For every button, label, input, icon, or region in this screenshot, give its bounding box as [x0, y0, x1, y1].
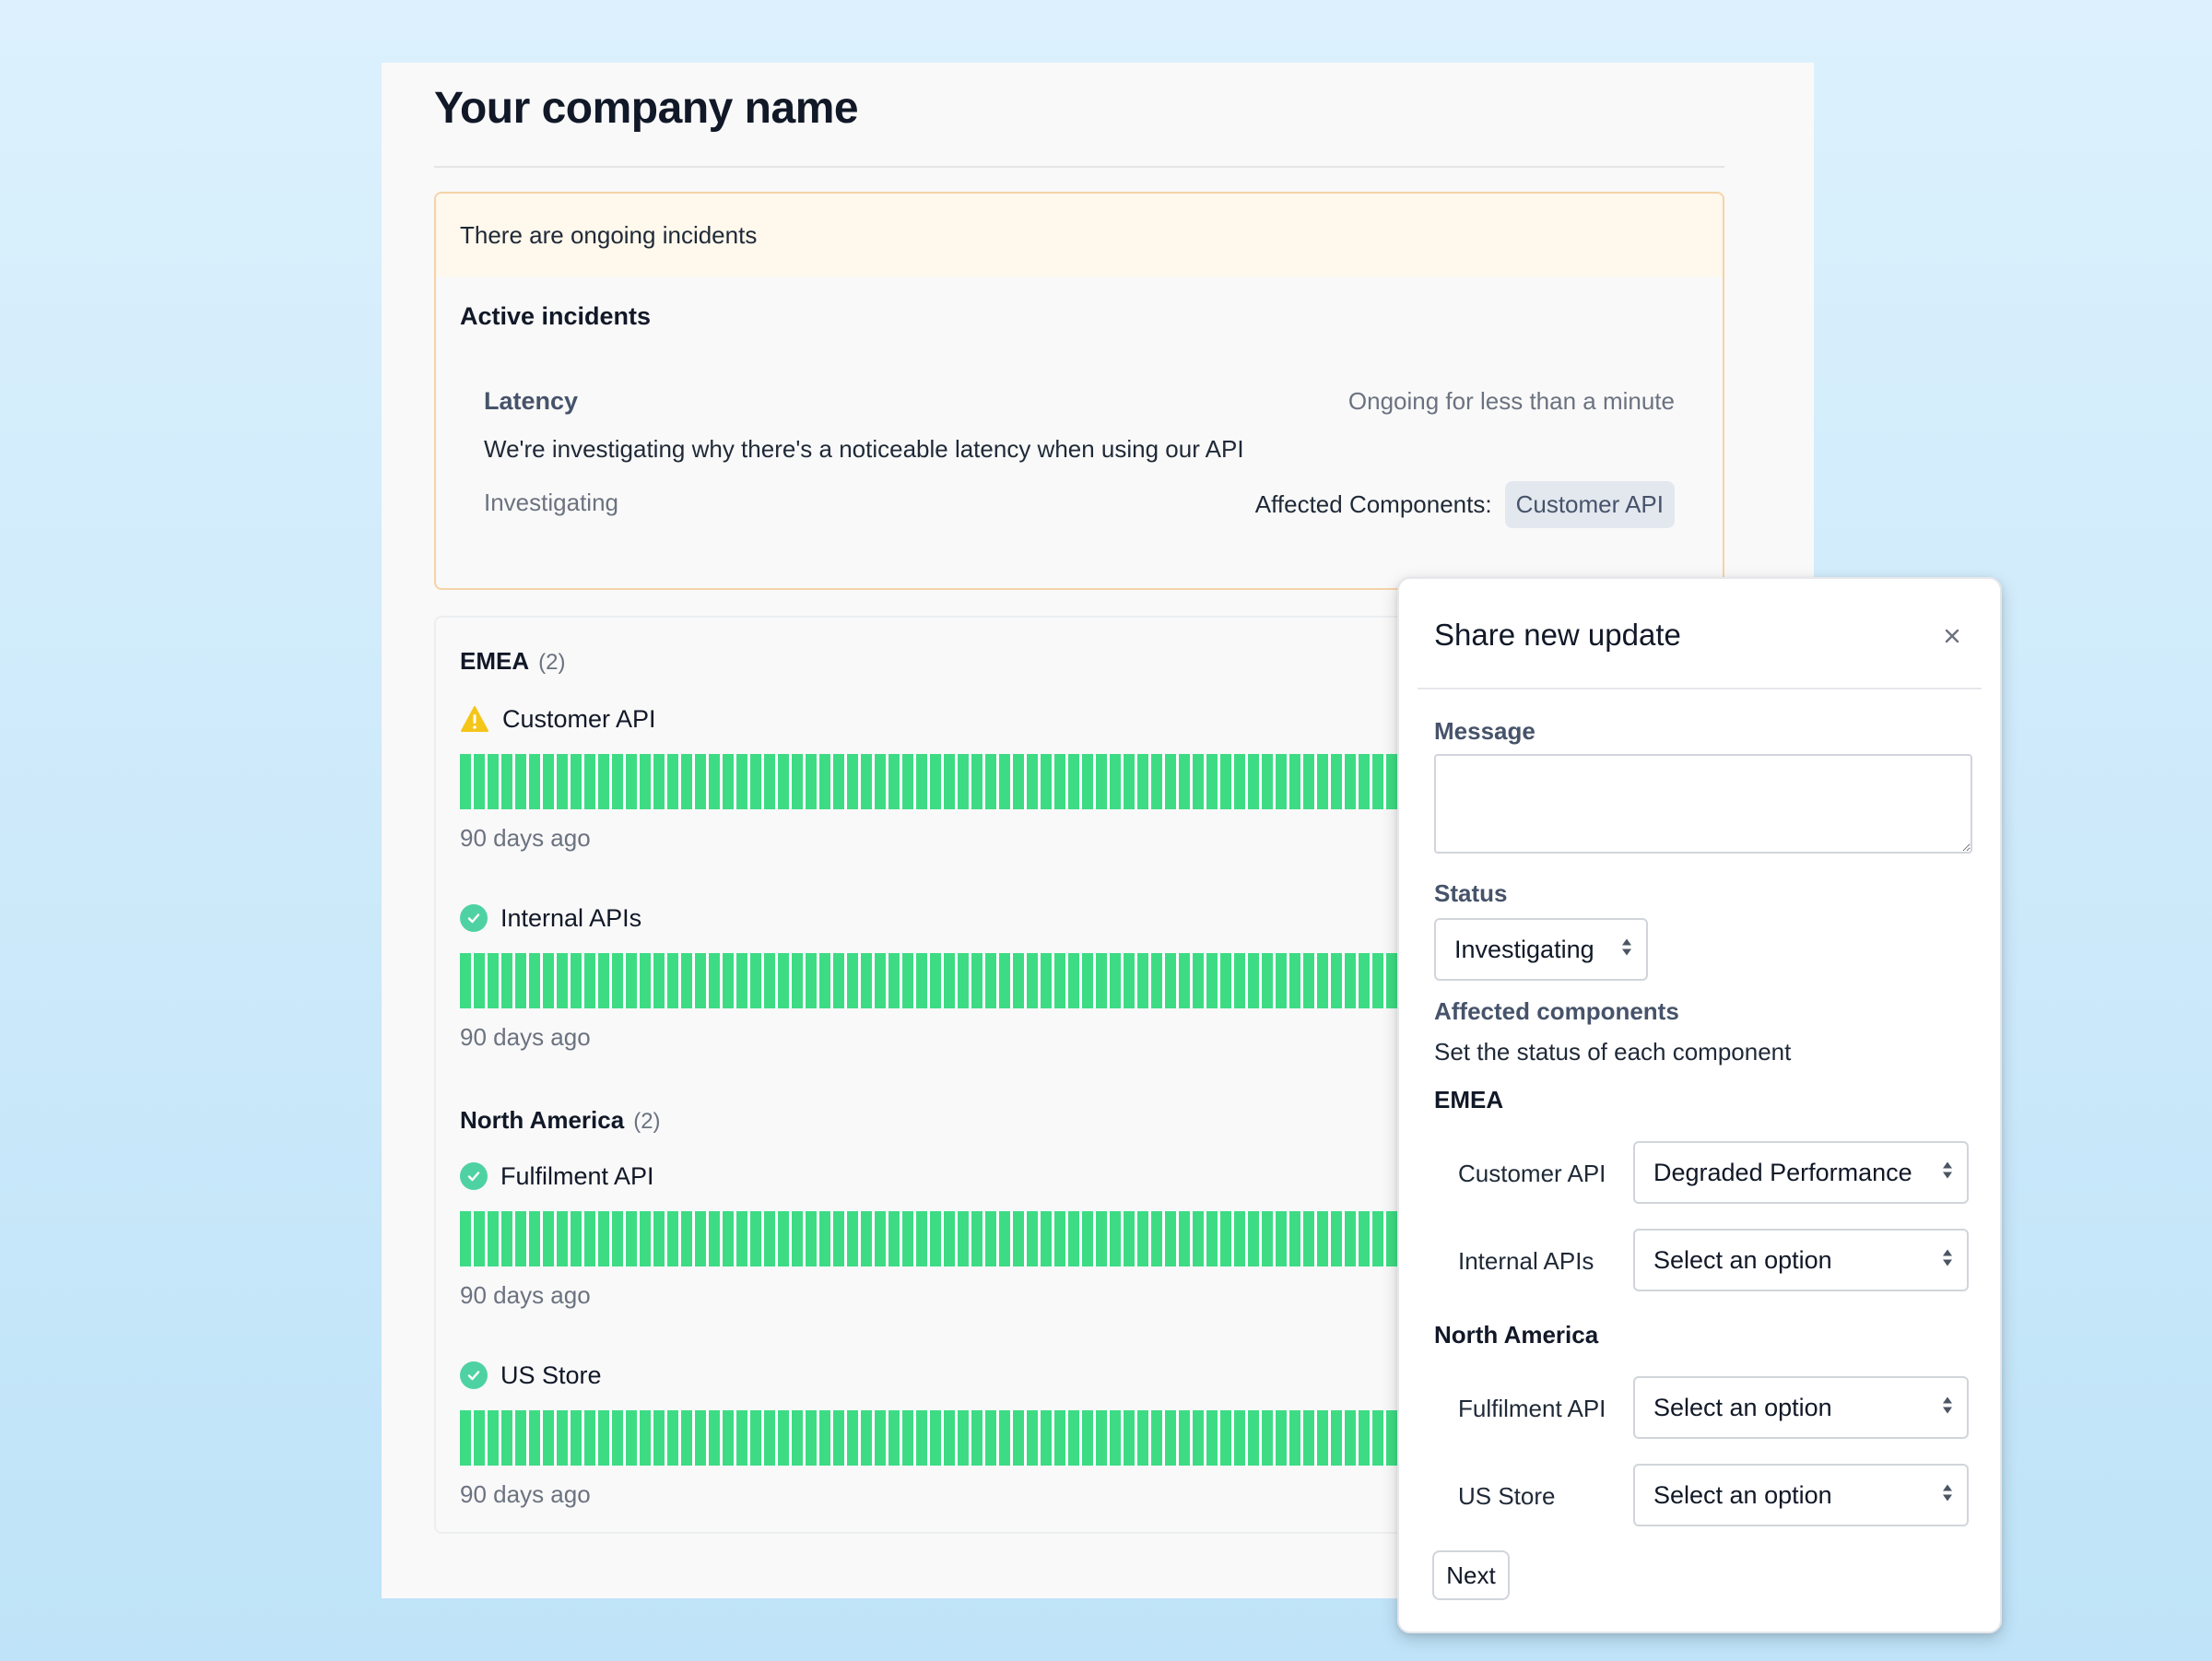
incident-affected-components: Affected Components: Customer API: [1255, 481, 1675, 528]
incident-description: We're investigating why there's a notice…: [484, 435, 1244, 463]
incident-name[interactable]: Latency: [484, 387, 579, 415]
component-name: Fulfilment API: [500, 1161, 654, 1190]
check-circle-icon: [460, 1162, 488, 1190]
history-start-label: 90 days ago: [460, 1281, 591, 1309]
component-name: US Store: [500, 1361, 602, 1389]
select-arrows-icon: [1941, 1159, 1954, 1187]
share-update-modal: Share new update Message Status Investig…: [1397, 577, 2002, 1633]
title-divider: [434, 166, 1724, 168]
component-name: Internal APIs: [500, 903, 642, 932]
warning-icon: [460, 705, 489, 733]
affected-components-help: Set the status of each component: [1434, 1038, 1792, 1066]
select-arrows-icon: [1941, 1481, 1954, 1510]
component-label: Customer API: [1458, 1160, 1606, 1187]
component-status-select-customer-api[interactable]: Degraded Performance: [1633, 1141, 1969, 1204]
component-status-select-us-store[interactable]: Select an option: [1633, 1464, 1969, 1526]
select-arrows-icon: [1941, 1394, 1954, 1422]
check-circle-icon: [460, 904, 488, 932]
status-label: Status: [1434, 879, 1508, 907]
active-incidents-title: Active incidents: [460, 302, 652, 330]
page-title: Your company name: [434, 84, 859, 133]
message-field[interactable]: [1434, 754, 1972, 854]
close-icon[interactable]: [1941, 625, 1963, 647]
select-value: Select an option: [1653, 1245, 1832, 1274]
region-title-north-america: North America: [1434, 1321, 1599, 1349]
component-label: Fulfilment API: [1458, 1395, 1606, 1422]
history-start-label: 90 days ago: [460, 824, 591, 852]
history-start-label: 90 days ago: [460, 1480, 591, 1508]
group-count: (2): [538, 650, 566, 675]
select-value: Select an option: [1653, 1393, 1832, 1421]
component-status-select-internal-apis[interactable]: Select an option: [1633, 1229, 1969, 1291]
region-title-emea: EMEA: [1434, 1086, 1504, 1113]
message-label: Message: [1434, 717, 1535, 745]
status-select[interactable]: Investigating: [1434, 918, 1648, 981]
next-button[interactable]: Next: [1432, 1550, 1510, 1600]
incident-status: Investigating: [484, 489, 618, 516]
select-value: Degraded Performance: [1653, 1158, 1912, 1186]
check-circle-icon: [460, 1361, 488, 1389]
modal-title: Share new update: [1434, 618, 1681, 652]
group-name: EMEA: [460, 647, 530, 675]
group-title-north-america: North America (2): [460, 1106, 661, 1135]
component-label: US Store: [1458, 1482, 1556, 1510]
select-arrows-icon: [1620, 936, 1633, 964]
history-start-label: 90 days ago: [460, 1023, 591, 1051]
select-value: Select an option: [1653, 1480, 1832, 1509]
component-status-select-fulfilment-api[interactable]: Select an option: [1633, 1376, 1969, 1439]
group-name: North America: [460, 1106, 625, 1134]
component-name: Customer API: [502, 704, 656, 733]
modal-divider: [1418, 688, 1982, 689]
incident-banner: There are ongoing incidents: [436, 194, 1723, 277]
affected-components-label: Affected Components:: [1254, 490, 1492, 518]
group-count: (2): [633, 1109, 661, 1134]
affected-components-label: Affected components: [1434, 997, 1679, 1025]
incident-duration: Ongoing for less than a minute: [1347, 387, 1675, 415]
select-arrows-icon: [1941, 1246, 1954, 1275]
incident-card: There are ongoing incidents Active incid…: [434, 192, 1724, 590]
status-select-value: Investigating: [1454, 935, 1594, 963]
affected-component-chip: Customer API: [1504, 481, 1675, 528]
component-label: Internal APIs: [1458, 1247, 1594, 1275]
group-title-emea: EMEA (2): [460, 647, 565, 676]
